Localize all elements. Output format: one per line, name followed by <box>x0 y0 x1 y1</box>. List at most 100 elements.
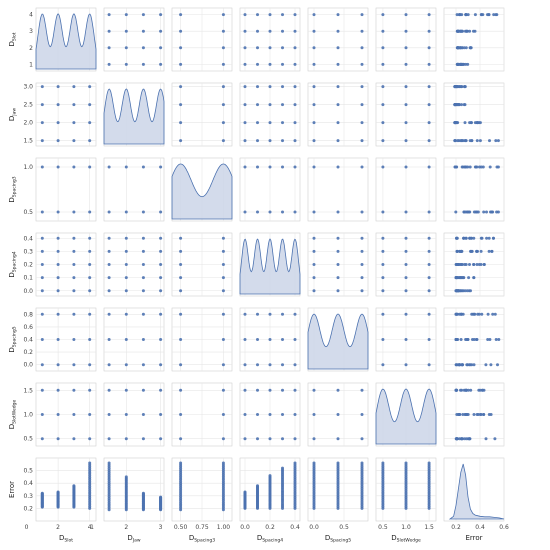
scatter-point <box>40 236 44 240</box>
scatter-point <box>468 263 471 266</box>
xaxis-label-sp4: DSpacing4 <box>257 534 283 544</box>
scatter-point <box>484 363 488 367</box>
scatter-point <box>40 139 44 143</box>
cell-err-vs-sp4 <box>239 457 301 522</box>
scatter-point <box>107 276 111 280</box>
scatter-point <box>107 210 111 214</box>
cell-sp3-vs-wedge <box>375 157 437 222</box>
scatter-point <box>268 46 272 50</box>
scatter-point <box>107 413 111 416</box>
scatter-point <box>179 413 183 416</box>
scatter-point <box>221 413 225 416</box>
scatter-point <box>381 276 385 280</box>
cell-frame <box>35 82 97 147</box>
xaxis-label-slot: DSlot <box>59 534 73 544</box>
scatter-point <box>159 46 163 50</box>
scatter-point <box>159 363 163 367</box>
scatter-point <box>141 263 145 266</box>
scatter-point <box>159 495 163 499</box>
scatter-point <box>221 437 225 441</box>
scatter-point <box>268 363 272 367</box>
scatter-point <box>467 276 471 280</box>
scatter-point <box>159 312 163 316</box>
scatter-point <box>281 85 284 89</box>
scatter-point <box>293 103 297 107</box>
scatter-point <box>464 338 468 341</box>
cell-wedge-vs-sp5 <box>307 382 369 447</box>
scatter-point <box>480 236 484 240</box>
scatter-point <box>457 85 461 89</box>
scatter-point <box>40 165 44 169</box>
scatter-point <box>256 484 259 488</box>
scatter-point <box>479 263 483 266</box>
scatter-point <box>454 276 458 280</box>
scatter-point <box>465 210 469 214</box>
scatter-point <box>293 338 297 341</box>
scatter-point <box>456 413 460 416</box>
scatter-point <box>243 388 247 392</box>
scatter-point <box>427 46 431 50</box>
scatter-point <box>107 29 111 33</box>
scatter-point <box>256 139 259 143</box>
scatter-point <box>159 263 163 266</box>
scatter-point <box>455 236 458 240</box>
scatter-point <box>281 413 284 416</box>
scatter-point <box>256 413 259 416</box>
scatter-point <box>468 236 472 240</box>
scatter-point <box>243 29 247 33</box>
scatter-point <box>56 103 60 107</box>
scatter-point <box>159 338 163 341</box>
cell-frame <box>307 82 369 147</box>
scatter-point <box>360 165 364 169</box>
scatter-point <box>40 103 44 107</box>
scatter-point <box>404 276 408 280</box>
scatter-point <box>427 139 431 143</box>
scatter-point <box>281 165 284 169</box>
scatter-point <box>293 13 297 17</box>
cell-sp4-vs-wedge <box>375 232 437 297</box>
scatter-point <box>360 139 364 143</box>
scatter-point <box>404 85 408 89</box>
scatter-point <box>243 437 247 441</box>
scatter-point <box>336 461 340 465</box>
yaxis-label-sp3: DSpacing3 <box>8 176 18 202</box>
ytick-label: 0.0 <box>23 288 33 295</box>
scatter-point <box>268 312 272 316</box>
scatter-point <box>107 461 111 465</box>
scatter-point <box>159 165 163 169</box>
scatter-point <box>486 312 490 316</box>
scatter-point <box>221 388 225 392</box>
scatter-point <box>489 363 493 367</box>
scatter-point <box>179 139 183 143</box>
scatter-point <box>56 139 60 143</box>
scatter-point <box>124 263 128 266</box>
scatter-point <box>179 29 183 33</box>
scatter-point <box>381 103 385 107</box>
scatter-point <box>221 236 225 240</box>
scatter-point <box>312 121 316 125</box>
scatter-point <box>381 165 385 169</box>
scatter-point <box>88 263 92 266</box>
scatter-point <box>476 413 480 416</box>
scatter-point <box>427 289 431 293</box>
scatter-point <box>72 388 76 392</box>
scatter-point <box>268 13 272 17</box>
scatter-point <box>381 263 385 266</box>
scatter-point <box>459 437 463 441</box>
scatter-point <box>360 289 364 293</box>
scatter-point <box>88 437 92 441</box>
scatter-point <box>485 236 489 240</box>
scatter-point <box>256 210 259 214</box>
xtick-label: 2 <box>124 524 128 531</box>
scatter-point <box>107 249 111 253</box>
scatter-point <box>404 289 408 293</box>
cell-slot-vs-err <box>443 7 505 72</box>
scatter-point <box>221 461 225 465</box>
scatter-point <box>487 236 491 240</box>
scatter-point <box>462 46 466 50</box>
scatter-point <box>490 249 494 253</box>
scatter-point <box>159 13 163 17</box>
scatter-point <box>312 263 316 266</box>
scatter-point <box>477 388 481 392</box>
scatter-point <box>470 249 474 253</box>
